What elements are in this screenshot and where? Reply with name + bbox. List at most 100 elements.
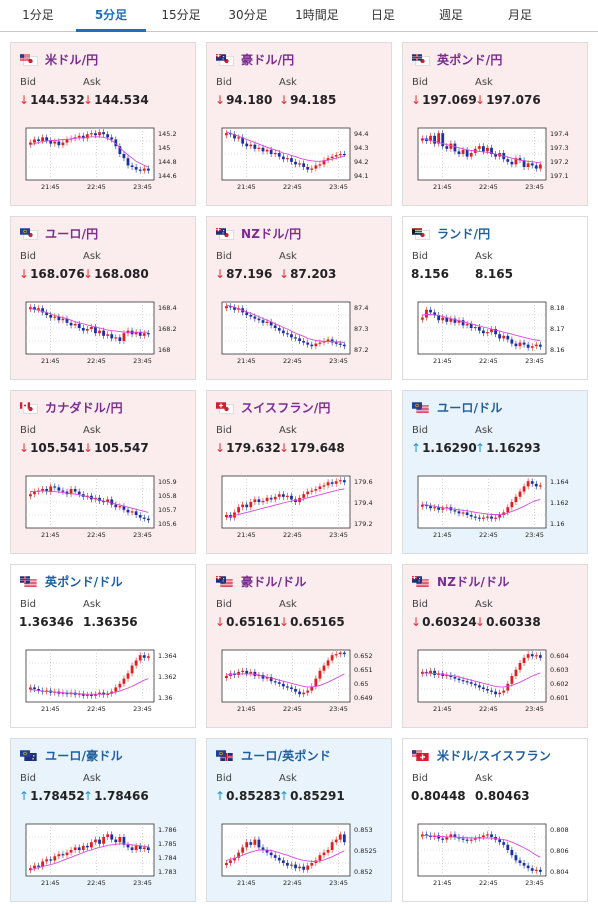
tab-15min[interactable]: 15分足	[161, 8, 201, 22]
candle-body	[477, 685, 481, 688]
candle-body	[273, 325, 277, 328]
candle-body	[334, 155, 338, 157]
tab-30min[interactable]: 30分足	[228, 8, 268, 22]
mini-chart[interactable]: 1.364 1.362 1.36 21:45 22:45 23:45	[20, 648, 185, 720]
tab-5min[interactable]: 5分足	[76, 0, 146, 32]
candle-body	[306, 167, 310, 170]
tab-daily[interactable]: 日足	[370, 8, 395, 22]
candle-body	[421, 138, 424, 141]
candle-body	[310, 490, 314, 492]
candle-body	[45, 137, 49, 141]
mini-chart[interactable]: 1.786 1.785 1.784 1.783 21:45 22:45 23:45	[20, 822, 185, 894]
pair-link-eur-gbp[interactable]: ユーロ/英ポンド	[216, 747, 331, 763]
flag-eu-jp-icon	[20, 224, 45, 243]
bid-price-value: 8.156	[411, 267, 449, 281]
pair-link-aud-usd[interactable]: 豪ドル/ドル	[216, 573, 307, 589]
candle-body	[310, 686, 314, 691]
mini-chart[interactable]: 197.4 197.3 197.2 197.1 21:45 22:45 23:45	[412, 126, 577, 198]
bid-price: ↓197.069	[411, 93, 477, 107]
pair-link-gbp-usd[interactable]: 英ポンド/ドル	[20, 573, 123, 589]
candle-body	[433, 507, 436, 509]
mini-chart[interactable]: 0.853 0.8525 0.852 21:45 22:45 23:45	[216, 822, 381, 894]
candle-body	[41, 489, 44, 491]
candle-body	[253, 671, 257, 676]
x-tick-label: 23:45	[133, 183, 152, 191]
candle-body	[261, 847, 265, 850]
tab-1min[interactable]: 1分足	[22, 8, 54, 22]
mini-chart[interactable]: 87.4 87.3 87.2 21:45 22:45 23:45	[216, 300, 381, 372]
candle-body	[57, 316, 61, 321]
candle-body	[286, 863, 289, 866]
candle-body	[106, 693, 110, 695]
pair-link-zar-jpy[interactable]: ランド/円	[412, 225, 490, 241]
ask-label: Ask	[279, 773, 297, 784]
mini-chart[interactable]: 145.2 145 144.8 144.6 21:45 22:45 23:45	[20, 126, 185, 198]
y-tick-label: 1.362	[158, 673, 177, 681]
pair-link-eur-aud[interactable]: ユーロ/豪ドル	[20, 747, 123, 763]
bid-label: Bid	[216, 77, 232, 88]
pair-link-eur-jpy[interactable]: ユーロ/円	[20, 225, 98, 241]
candle-body	[253, 144, 257, 149]
mini-chart[interactable]: 0.808 0.806 0.804 21:45 22:45 23:45	[412, 822, 577, 894]
mini-chart[interactable]: 1.164 1.162 1.16 21:45 22:45 23:45	[412, 474, 577, 546]
candle-body	[298, 866, 301, 869]
ask-label: Ask	[279, 425, 297, 436]
candle-body	[526, 654, 530, 658]
bid-price: ↑0.85283	[215, 789, 281, 803]
candle-body	[114, 687, 118, 692]
candle-body	[269, 149, 273, 154]
candle-body	[114, 839, 118, 843]
pair-link-nzd-jpy[interactable]: NZドル/円	[216, 225, 301, 241]
candle-body	[277, 857, 281, 861]
y-tick-label: 168	[158, 346, 170, 354]
y-tick-label: 197.4	[550, 130, 569, 138]
tab-weekly[interactable]: 週足	[438, 8, 463, 22]
candle-body	[445, 146, 449, 149]
candle-body	[421, 834, 424, 837]
moving-average-line	[30, 843, 149, 871]
mini-chart[interactable]: 8.18 8.17 8.16 21:45 22:45 23:45	[412, 300, 577, 372]
pair-link-eur-usd[interactable]: ユーロ/ドル	[412, 399, 503, 415]
tab-1hour[interactable]: 1時間足	[295, 8, 339, 22]
candle-body	[294, 689, 297, 692]
y-tick-label: 1.162	[550, 499, 569, 507]
pair-link-gbp-jpy[interactable]: 英ポンド/円	[412, 51, 503, 67]
x-tick-label: 22:45	[283, 705, 302, 713]
mini-chart[interactable]: 179.6 179.4 179.2 21:45 22:45 23:45	[216, 474, 381, 546]
x-tick-label: 21:45	[41, 879, 60, 887]
mini-chart[interactable]: 168.4 168.2 168 21:45 22:45 23:45	[20, 300, 185, 372]
mini-chart[interactable]: 94.4 94.3 94.2 94.1 21:45 22:45 23:45	[216, 126, 381, 198]
mini-chart[interactable]: 0.652 0.651 0.65 0.649 21:45 22:45 23:45	[216, 648, 381, 720]
y-tick-label: 105.8	[158, 492, 177, 500]
pair-link-usd-jpy[interactable]: 米ドル/円	[20, 51, 98, 67]
candle-body	[530, 346, 534, 348]
pair-link-aud-jpy[interactable]: 豪ドル/円	[216, 51, 294, 67]
candle-body	[469, 682, 473, 684]
candle-body	[126, 509, 130, 513]
mini-chart[interactable]: 0.604 0.603 0.602 0.601 21:45 22:45 23:45	[412, 648, 577, 720]
candle-body	[530, 481, 534, 484]
y-tick-label: 168.4	[158, 304, 177, 312]
candle-body	[53, 856, 57, 861]
candle-body	[530, 163, 534, 166]
flag-au-us-icon	[216, 572, 241, 591]
arrow-down-icon: ↓	[83, 267, 94, 281]
candle-body	[257, 499, 261, 502]
ask-label: Ask	[475, 77, 493, 88]
pair-link-chf-jpy[interactable]: スイスフラン/円	[216, 399, 331, 415]
candle-body	[90, 326, 93, 330]
y-tick-label: 1.364	[158, 652, 177, 660]
pair-link-nzd-usd[interactable]: NZドル/ドル	[412, 573, 510, 589]
candle-body	[445, 837, 449, 840]
tab-monthly[interactable]: 月足	[507, 8, 532, 22]
candle-body	[538, 344, 542, 347]
bid-label: Bid	[216, 773, 232, 784]
candle-body	[33, 687, 36, 689]
mini-chart[interactable]: 105.9 105.8 105.7 105.6 21:45 22:45 23:45	[20, 474, 185, 546]
candle-body	[110, 834, 114, 840]
pair-link-usd-chf[interactable]: 米ドル/スイスフラン	[412, 747, 551, 763]
pair-link-cad-jpy[interactable]: カナダドル/円	[20, 399, 123, 415]
candle-body	[134, 660, 138, 666]
pair-card-zar-jpy: ランド/円 Bid Ask 8.156 8.165 8.18 8.17 8.16 21:45 22…	[402, 216, 588, 380]
candle-body	[229, 860, 232, 863]
